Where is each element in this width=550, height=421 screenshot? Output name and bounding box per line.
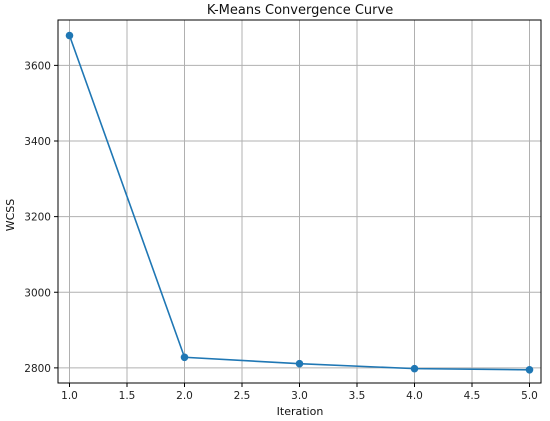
- y-tick-label: 3200: [24, 212, 51, 224]
- x-tick-label: 1.0: [61, 390, 78, 402]
- series: [65, 31, 534, 374]
- x-tick-label: 4.5: [464, 390, 481, 402]
- x-tick-label: 3.0: [291, 390, 308, 402]
- y-tick-label: 3000: [24, 287, 51, 299]
- y-tick-label: 3600: [24, 60, 51, 72]
- chart-title: K-Means Convergence Curve: [207, 3, 393, 18]
- data-point: [525, 365, 534, 374]
- data-point: [180, 353, 189, 362]
- y-axis-label: WCSS: [4, 199, 17, 232]
- y-ticks: 2800 3000 3200 3400 3600: [24, 60, 58, 375]
- x-tick-label: 2.0: [176, 390, 193, 402]
- data-point: [295, 359, 304, 368]
- grid: [58, 20, 541, 383]
- y-tick-label: 3400: [24, 136, 51, 148]
- data-point: [65, 31, 74, 40]
- x-tick-label: 5.0: [521, 390, 538, 402]
- x-tick-label: 4.0: [406, 390, 423, 402]
- x-ticks: 1.0 1.5 2.0 2.5 3.0 3.5 4.0 4.5 5.0: [61, 383, 538, 402]
- x-tick-label: 3.5: [349, 390, 366, 402]
- x-tick-label: 2.5: [234, 390, 251, 402]
- plot-frame: [57, 19, 542, 384]
- x-axis-label: Iteration: [277, 405, 324, 418]
- y-tick-label: 2800: [24, 363, 51, 375]
- x-tick-label: 1.5: [119, 390, 136, 402]
- data-point: [410, 364, 419, 373]
